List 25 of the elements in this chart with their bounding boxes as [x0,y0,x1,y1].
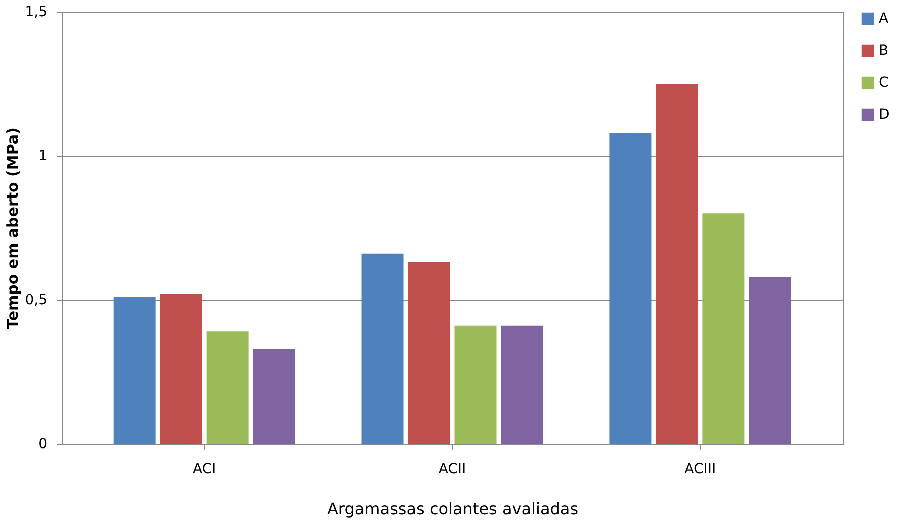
bar [408,262,450,444]
legend-label: B [879,43,889,59]
y-tick-label: 1,5 [25,4,48,20]
x-tick-label: ACI [192,462,216,478]
bar [610,132,652,444]
bar [206,332,249,444]
x-tick-label: ACII [438,462,466,478]
bar [702,214,745,444]
legend-label: A [879,11,889,27]
bar [656,84,698,444]
legend-label: D [879,107,890,123]
bar [253,348,296,444]
y-tick-label: 0 [38,436,48,452]
bar [114,297,156,444]
y-axis-title: Tempo em aberto (MPa) [4,128,22,330]
x-tick-label: ACIII [684,462,716,478]
bar [362,254,404,444]
x-axis-title: Argamassas colantes avaliadas [327,500,579,518]
bar [749,276,792,444]
y-tick-label: 0,5 [25,292,48,308]
bar [160,294,202,444]
y-tick-label: 1 [38,148,48,164]
bar [501,326,544,444]
bar [454,326,497,444]
legend-label: C [879,75,889,91]
